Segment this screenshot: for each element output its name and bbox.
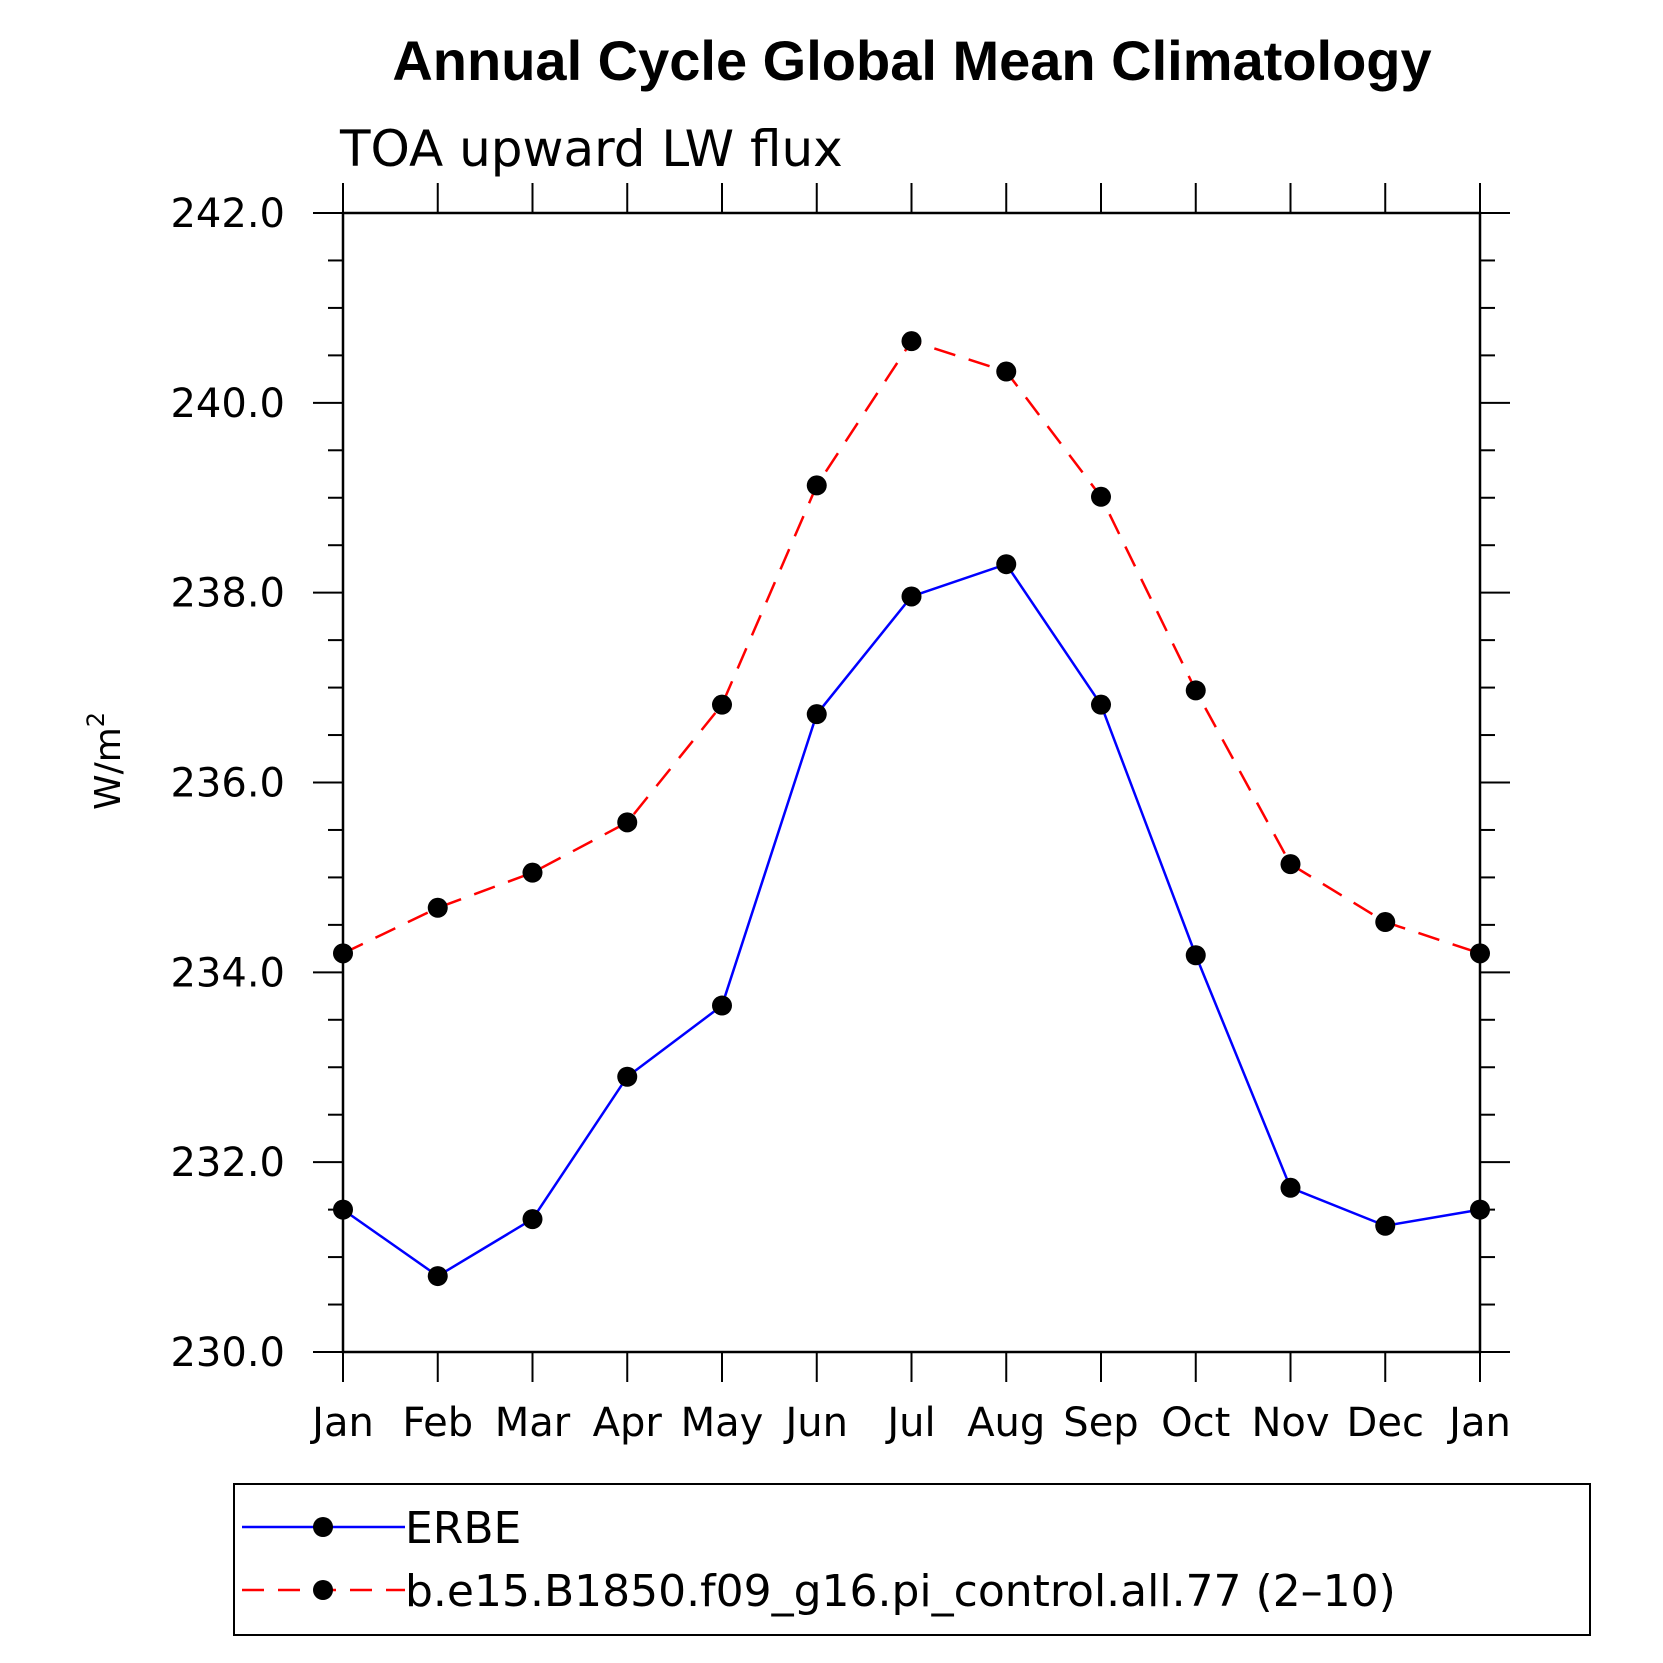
data-point: [1375, 912, 1396, 933]
data-point: [996, 554, 1017, 575]
x-tick-label: Jan: [309, 1400, 374, 1446]
x-tick-label: May: [681, 1400, 764, 1446]
x-axis-ticks: Jan Feb Mar Apr May Jun Jul Aug Sep Oct Nov Dec Jan: [309, 183, 1511, 1446]
data-point: [712, 995, 732, 1016]
plot-frame: [341, 211, 1482, 1354]
data-point: [1470, 943, 1490, 964]
series-layer: [333, 331, 1490, 1287]
x-tick-label: Aug: [967, 1400, 1045, 1446]
y-axis-title-base: W/m: [88, 727, 129, 810]
y-tick-label: 234.0: [170, 950, 285, 996]
data-point: [901, 586, 922, 607]
data-point: [522, 1209, 543, 1230]
data-point: [806, 704, 827, 725]
series-1: [333, 554, 1490, 1287]
data-point: [617, 1066, 638, 1087]
series-2: [333, 331, 1490, 964]
axes: [341, 211, 1482, 1354]
y-tick-label: 238.0: [170, 571, 285, 617]
series-line: [342, 339, 1481, 955]
y-axis-title: W/m2: [82, 712, 129, 810]
x-tick-label: Feb: [402, 1400, 473, 1446]
data-point: [1091, 486, 1111, 507]
y-tick-label: 242.0: [170, 191, 285, 237]
data-point: [1185, 945, 1206, 966]
data-point: [427, 1266, 448, 1287]
y-tick-label: 236.0: [170, 761, 285, 807]
legend-label: b.e15.B1850.f09_g16.pi_control.all.77 (2…: [405, 1566, 1396, 1617]
data-point: [1375, 1215, 1396, 1236]
x-tick-label: Mar: [495, 1400, 571, 1446]
x-tick-label: Jun: [783, 1400, 849, 1446]
data-point: [996, 361, 1017, 382]
x-tick-label: Sep: [1063, 1400, 1138, 1446]
x-tick-label: Nov: [1251, 1400, 1329, 1446]
legend-marker: [313, 1517, 333, 1537]
data-point: [1091, 694, 1111, 715]
data-point: [712, 694, 732, 715]
y-tick-label: 232.0: [170, 1140, 285, 1186]
data-point: [1470, 1199, 1490, 1220]
series-line: [342, 562, 1481, 1278]
legend-label: ERBE: [405, 1503, 521, 1554]
x-tick-label: Apr: [593, 1400, 663, 1446]
chart-title: Annual Cycle Global Mean Climatology: [392, 29, 1431, 92]
data-point: [1280, 854, 1301, 875]
legend-box: [233, 1483, 1591, 1636]
data-point: [333, 943, 353, 964]
data-point: [522, 862, 543, 883]
data-point: [617, 812, 638, 833]
y-tick-label: 240.0: [170, 381, 285, 427]
y-axis-ticks: 230.0 232.0 234.0 236.0 238.0 240.0 242.0: [170, 191, 1510, 1376]
data-point: [333, 1199, 353, 1220]
chart-subtitle: TOA upward LW flux: [339, 120, 843, 178]
x-tick-label: Jul: [884, 1400, 935, 1446]
legend-entries: ERBE b.e15.B1850.f09_g16.pi_control.all.7…: [242, 1503, 1396, 1617]
data-point: [1185, 680, 1206, 701]
legend: ERBE b.e15.B1850.f09_g16.pi_control.all.7…: [233, 1483, 1591, 1636]
data-point: [1280, 1177, 1301, 1198]
y-axis-title-superscript: 2: [82, 712, 110, 727]
x-tick-label: Oct: [1161, 1400, 1230, 1446]
data-point: [427, 897, 448, 918]
y-tick-label: 230.0: [170, 1330, 285, 1376]
data-point: [901, 331, 922, 352]
x-tick-label: Jan: [1446, 1400, 1511, 1446]
x-tick-label: Dec: [1347, 1400, 1424, 1446]
legend-marker: [313, 1580, 333, 1600]
data-point: [806, 475, 827, 496]
